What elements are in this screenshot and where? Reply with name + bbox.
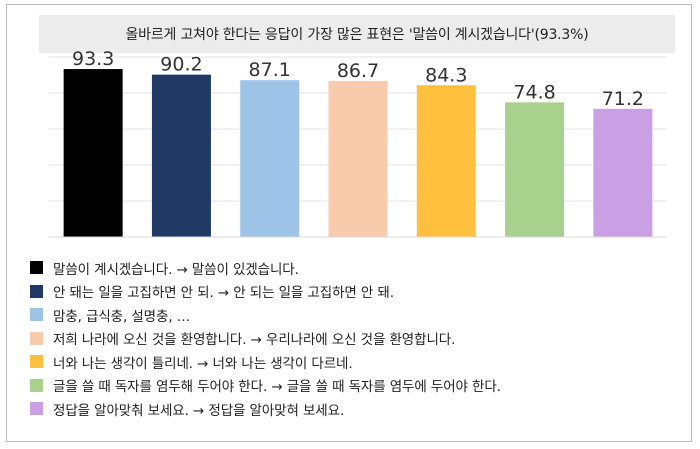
legend-item-4: 저희 나라에 오신 것을 환영합니다. → 우리나라에 오신 것을 환영합니다. xyxy=(30,327,670,351)
data-label-1: 93.3 xyxy=(72,48,114,70)
bar-1 xyxy=(63,69,123,237)
data-label-4: 86.7 xyxy=(337,60,379,82)
legend-label: 안 돼는 일을 고집하면 안 되. → 안 되는 일을 고집하면 안 돼. xyxy=(53,285,394,302)
legend: 말씀이 계시겠습니다. → 말씀이 있겠습니다. 안 돼는 일을 고집하면 안 되… xyxy=(30,256,670,421)
legend-swatch xyxy=(30,378,43,392)
legend-label: 너와 나는 생각이 틀리네. → 너와 나는 생각이 다르네. xyxy=(53,355,353,372)
legend-swatch xyxy=(30,308,43,322)
legend-swatch xyxy=(30,355,43,369)
bar-4 xyxy=(328,80,388,237)
bar-7 xyxy=(593,108,653,237)
legend-swatch xyxy=(30,261,43,275)
legend-item-2: 안 돼는 일을 고집하면 안 되. → 안 되는 일을 고집하면 안 돼. xyxy=(30,280,670,304)
bar-2 xyxy=(151,74,211,237)
legend-swatch xyxy=(30,402,43,416)
legend-label: 말씀이 계시겠습니다. → 말씀이 있겠습니다. xyxy=(53,261,299,278)
legend-item-3: 맘충, 급식충, 설명충, … xyxy=(30,303,670,327)
legend-item-6: 글을 쓸 때 독자를 염두해 두어야 한다. → 글을 쓸 때 독자를 염두에 … xyxy=(30,374,670,398)
chart-title: 올바르게 고쳐야 한다는 응답이 가장 많은 표현은 '말씀이 계시겠습니다'(… xyxy=(125,27,589,43)
legend-label: 정답을 알아맞춰 보세요. → 정답을 알아맞혀 보세요. xyxy=(53,402,345,419)
title-bar: 올바르게 고쳐야 한다는 응답이 가장 많은 표현은 '말씀이 계시겠습니다'(… xyxy=(39,15,675,53)
legend-label: 저희 나라에 오신 것을 환영합니다. → 우리나라에 오신 것을 환영합니다. xyxy=(53,332,456,349)
legend-item-1: 말씀이 계시겠습니다. → 말씀이 있겠습니다. xyxy=(30,256,670,280)
data-label-6: 74.8 xyxy=(513,81,555,103)
bar-5 xyxy=(416,85,476,237)
data-label-7: 71.2 xyxy=(602,88,644,110)
bar-6 xyxy=(505,102,565,237)
legend-swatch xyxy=(30,284,43,298)
legend-label: 글을 쓸 때 독자를 염두해 두어야 한다. → 글을 쓸 때 독자를 염두에 … xyxy=(53,379,501,396)
legend-item-5: 너와 나는 생각이 틀리네. → 너와 나는 생각이 다르네. xyxy=(30,350,670,374)
legend-swatch xyxy=(30,331,43,345)
legend-item-7: 정답을 알아맞춰 보세요. → 정답을 알아맞혀 보세요. xyxy=(30,397,670,421)
bar-3 xyxy=(240,80,300,237)
legend-label: 맘충, 급식충, 설명충, … xyxy=(53,308,191,325)
data-label-5: 84.3 xyxy=(425,64,467,86)
data-label-3: 87.1 xyxy=(249,59,291,81)
data-label-2: 90.2 xyxy=(160,54,202,76)
